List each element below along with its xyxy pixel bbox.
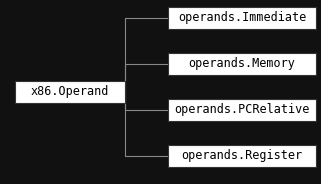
Text: operands.Immediate: operands.Immediate xyxy=(178,11,306,24)
Text: operands.Memory: operands.Memory xyxy=(188,57,295,70)
FancyBboxPatch shape xyxy=(15,81,125,103)
FancyBboxPatch shape xyxy=(168,99,316,121)
Text: operands.Register: operands.Register xyxy=(181,149,303,162)
Text: x86.Operand: x86.Operand xyxy=(31,86,109,98)
Text: operands.PCRelative: operands.PCRelative xyxy=(174,103,310,116)
FancyBboxPatch shape xyxy=(168,145,316,167)
FancyBboxPatch shape xyxy=(168,53,316,75)
FancyBboxPatch shape xyxy=(168,7,316,29)
